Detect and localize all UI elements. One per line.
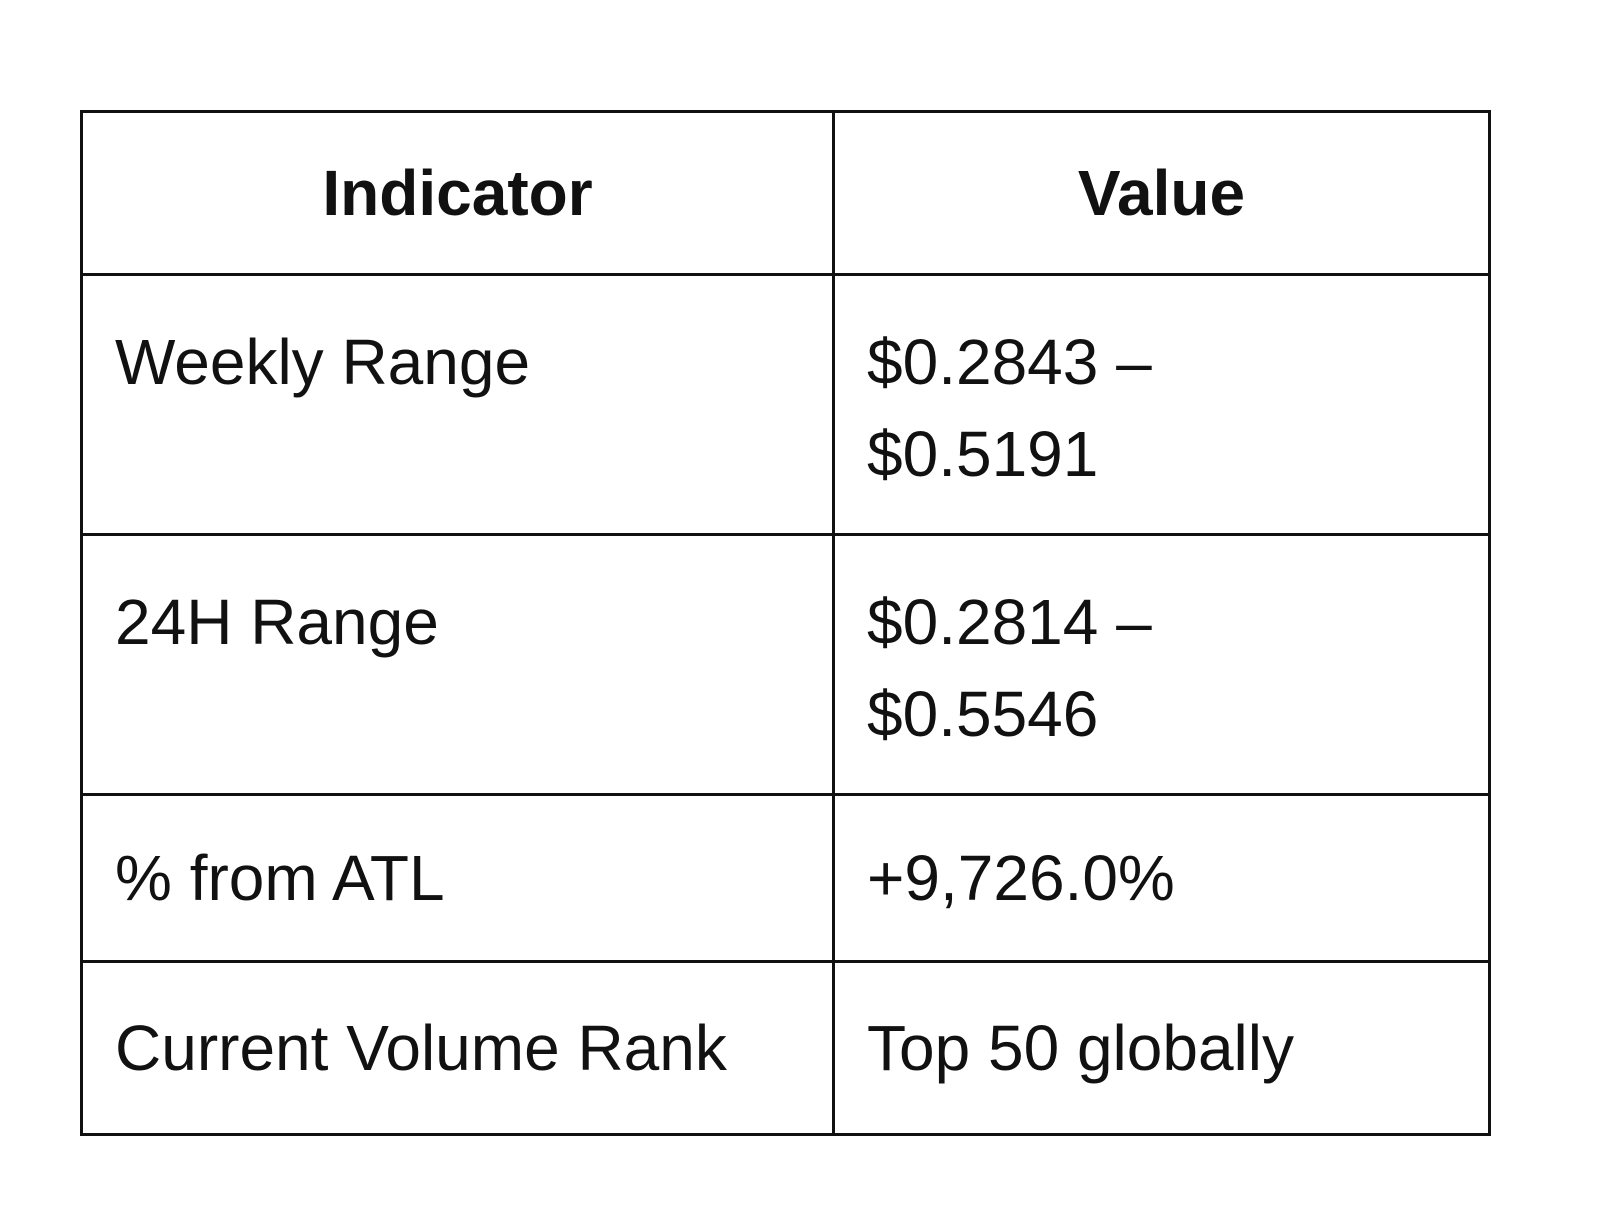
indicator-table-container: Indicator Value Weekly Range $0.2843 – $…	[80, 110, 1491, 1136]
value-cell: Top 50 globally	[832, 960, 1491, 1136]
value-line-2: $0.5191	[867, 418, 1099, 490]
indicator-cell: Current Volume Rank	[80, 960, 835, 1136]
header-indicator: Indicator	[80, 110, 835, 276]
indicator-table: Indicator Value Weekly Range $0.2843 – $…	[80, 110, 1491, 1136]
table-row: 24H Range $0.2814 – $0.5546	[80, 533, 1491, 796]
value-cell: $0.2814 – $0.5546	[832, 533, 1491, 796]
indicator-label: 24H Range	[115, 586, 439, 658]
indicator-cell: % from ATL	[80, 793, 835, 963]
table-header-row: Indicator Value	[80, 110, 1491, 276]
value-line-1: $0.2843 –	[867, 326, 1152, 398]
table-row: Current Volume Rank Top 50 globally	[80, 960, 1491, 1136]
value-line-2: $0.5546	[867, 678, 1099, 750]
value-cell: $0.2843 – $0.5191	[832, 273, 1491, 536]
table-row: Weekly Range $0.2843 – $0.5191	[80, 273, 1491, 536]
indicator-cell: Weekly Range	[80, 273, 835, 536]
value-line-1: Top 50 globally	[867, 1012, 1294, 1084]
value-line-1: $0.2814 –	[867, 586, 1152, 658]
indicator-cell: 24H Range	[80, 533, 835, 796]
indicator-label: Current Volume Rank	[115, 1012, 727, 1084]
value-cell: +9,726.0%	[832, 793, 1491, 963]
table-row: % from ATL +9,726.0%	[80, 793, 1491, 963]
header-value: Value	[832, 110, 1491, 276]
indicator-label: Weekly Range	[115, 326, 531, 398]
value-line-1: +9,726.0%	[867, 842, 1175, 914]
indicator-label: % from ATL	[115, 842, 445, 914]
